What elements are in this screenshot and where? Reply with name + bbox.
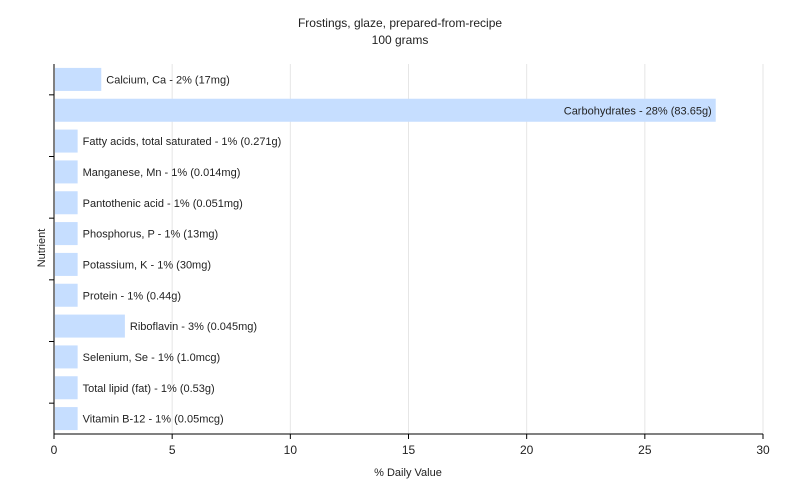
bar-label: Riboflavin - 3% (0.045mg) bbox=[130, 321, 257, 333]
bar-label: Carbohydrates - 28% (83.65g) bbox=[564, 105, 712, 117]
bar-label: Total lipid (fat) - 1% (0.53g) bbox=[83, 383, 215, 395]
bar bbox=[55, 376, 78, 400]
x-tick-label: 0 bbox=[51, 443, 58, 457]
bar bbox=[55, 252, 78, 276]
chart-subtitle: 100 grams bbox=[372, 33, 429, 47]
bar-label: Fatty acids, total saturated - 1% (0.271… bbox=[83, 136, 282, 148]
x-tick-label: 30 bbox=[756, 443, 770, 457]
grid-lines bbox=[171, 64, 764, 434]
bars: Calcium, Ca - 2% (17mg) Carbohydrates - 2… bbox=[55, 67, 716, 431]
bar bbox=[55, 98, 716, 122]
bar bbox=[55, 222, 78, 246]
bar bbox=[55, 314, 125, 338]
bar-label: Selenium, Se - 1% (1.0mcg) bbox=[83, 352, 221, 364]
x-tick-label: 20 bbox=[520, 443, 534, 457]
bar-label: Manganese, Mn - 1% (0.014mg) bbox=[83, 167, 241, 179]
y-axis-label: Nutrient bbox=[36, 229, 48, 268]
bar bbox=[55, 345, 78, 369]
bar-label: Vitamin B-12 - 1% (0.05mcg) bbox=[83, 414, 224, 426]
chart-title: Frostings, glaze, prepared-from-recipe bbox=[298, 16, 502, 30]
bar bbox=[55, 160, 78, 184]
bar bbox=[55, 191, 78, 215]
bar bbox=[55, 129, 78, 153]
bar-label: Protein - 1% (0.44g) bbox=[83, 290, 181, 302]
bar bbox=[55, 407, 78, 431]
x-tick-label: 5 bbox=[169, 443, 176, 457]
bar bbox=[55, 67, 102, 91]
bar-label: Potassium, K - 1% (30mg) bbox=[83, 259, 211, 271]
bar-label: Pantothenic acid - 1% (0.051mg) bbox=[83, 198, 243, 210]
x-ticks: 0 5 10 15 20 25 30 bbox=[51, 434, 770, 457]
x-tick-label: 25 bbox=[638, 443, 652, 457]
bar bbox=[55, 283, 78, 307]
bar-label: Phosphorus, P - 1% (13mg) bbox=[83, 229, 219, 241]
x-tick-label: 15 bbox=[402, 443, 416, 457]
x-tick-label: 10 bbox=[284, 443, 298, 457]
bar-label: Calcium, Ca - 2% (17mg) bbox=[106, 74, 229, 86]
x-axis-label: % Daily Value bbox=[374, 467, 442, 479]
